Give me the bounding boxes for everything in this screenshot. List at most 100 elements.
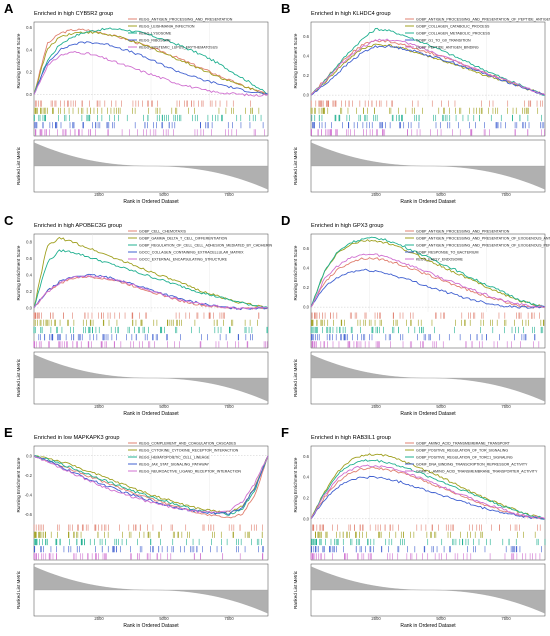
gsea-panel-c: C Enriched in high APOBEC3G group 0.8 0.6 0.… — [0, 212, 273, 419]
legend-label: GOBP_POSITIVE_REGULATION_OF_TORC1_SIGNAL… — [416, 455, 513, 459]
hit-row — [34, 129, 265, 136]
legend-label: GOBP_COLLAGEN_CATABOLIC_PROCESS — [416, 24, 490, 28]
hit-row — [33, 538, 262, 546]
y-tick-label: 0.2 — [303, 496, 309, 501]
hit-row — [310, 129, 545, 136]
y-tick-label: 0.4 — [26, 47, 32, 52]
legend-label: GOBP_COLLAGEN_METABOLIC_PROCESS — [416, 31, 491, 35]
y-axis-label-metric: Ranked List Metric — [16, 358, 21, 397]
series-line — [310, 44, 546, 96]
panel-letter: B — [281, 1, 290, 16]
series-line — [310, 239, 546, 308]
panel-title: Enriched in high APOBEC3G group — [34, 223, 122, 229]
panel-svg: C Enriched in high APOBEC3G group 0.8 0.6 0.… — [4, 213, 272, 417]
legend-label: GOBP_CELL_CHEMOTAXIS — [139, 229, 186, 233]
y-tick-label: -0.4 — [25, 492, 33, 497]
ranked-metric-area — [310, 354, 546, 402]
legend-label: KEGG_LEISHMANIA_INFECTION — [139, 24, 195, 28]
legend-label: KEGG_HEMATOPOIETIC_CELL_LINEAGE — [139, 455, 210, 459]
series-line — [33, 455, 269, 514]
y-tick-label: 0.8 — [26, 240, 32, 245]
y-tick-label: 0.4 — [303, 475, 309, 480]
hit-row — [33, 531, 263, 538]
y-tick-label: 0.6 — [303, 454, 309, 459]
x-tick-label: 5000 — [436, 404, 446, 409]
y-tick-label: 0.0 — [26, 92, 32, 97]
hit-row — [312, 524, 541, 531]
y-axis-label-metric: Ranked List Metric — [16, 146, 21, 185]
series-line — [310, 453, 546, 520]
y-tick-label: 0.4 — [26, 273, 32, 278]
panel-svg: B Enriched in high KLHDC4 group 0.6 0.4 0.2 0… — [281, 1, 550, 205]
y-tick-label: 0.6 — [303, 246, 309, 251]
hit-row — [34, 122, 264, 129]
hit-row — [33, 312, 260, 319]
hit-row — [311, 546, 542, 553]
y-axis-label-metric: Ranked List Metric — [16, 570, 21, 609]
hit-row — [311, 114, 542, 122]
series-line — [33, 455, 269, 515]
series-line — [33, 27, 269, 95]
y-axis-label-es: Running Enrichment Score — [293, 33, 298, 88]
hit-row — [34, 100, 251, 107]
x-tick-label: 2500 — [371, 616, 381, 621]
x-tick-label: 5000 — [159, 192, 169, 197]
y-tick-label: 0.0 — [303, 516, 309, 521]
x-tick-label: 7500 — [501, 616, 511, 621]
hit-row — [33, 341, 268, 348]
hit-row — [311, 312, 540, 319]
series-line — [310, 466, 546, 520]
panel-svg: D Enriched in high GPX3 group 0.6 0.4 0.2 0.0… — [281, 213, 550, 417]
panel-letter: F — [281, 425, 289, 440]
gsea-panel-d: D Enriched in high GPX3 group 0.6 0.4 0.2 0.0… — [277, 212, 550, 419]
legend-label: GOBP_ANTIGEN_PROCESSING_AND_PRESENTATION — [416, 229, 510, 233]
ranked-metric-area — [33, 566, 269, 614]
legend-label: GOMF_DNA_BINDING_TRANSCRIPTION_REPRESSOR… — [416, 462, 528, 466]
gsea-panel-e: E Enriched in low MAPKAPK3 group 0.0 -0.2 -0… — [0, 424, 273, 631]
x-tick-label: 2500 — [94, 404, 104, 409]
y-axis-label-metric: Ranked List Metric — [293, 570, 298, 609]
hit-row — [315, 531, 536, 538]
y-axis-label-es: Running Enrichment Score — [293, 245, 298, 300]
series-line — [310, 475, 546, 520]
y-tick-label: 0.4 — [303, 266, 309, 271]
series-line — [310, 253, 546, 308]
legend-label: KEGG_CYTOKINE_CYTOKINE_RECEPTOR_INTERACT… — [139, 448, 239, 452]
y-axis-label-es: Running Enrichment Score — [16, 245, 21, 300]
x-tick-label: 7500 — [224, 616, 234, 621]
hit-row — [311, 538, 546, 546]
legend-label: KEGG_RIBOSOME — [139, 38, 171, 42]
legend-label: GOBP_GAMMA_DELTA_T_CELL_DIFFERENTIATION — [139, 236, 227, 240]
x-tick-label: 2500 — [371, 404, 381, 409]
hit-row — [310, 100, 543, 107]
y-axis-label-metric: Ranked List Metric — [293, 358, 298, 397]
x-tick-label: 2500 — [371, 192, 381, 197]
legend-label: KEGG_ANTIGEN_PROCESSING_AND_PRESENTATION — [139, 17, 233, 21]
x-axis-label: Rank in Ordered Dataset — [123, 623, 179, 629]
legend-label: GOBP_RESPONSE_TO_BACTERIUM — [416, 250, 478, 254]
legend-label: KEGG_COMPLEMENT_AND_COAGULATION_CASCADES — [139, 441, 237, 445]
panel-letter: C — [4, 213, 14, 228]
y-axis-label-metric: Ranked List Metric — [293, 146, 298, 185]
series-line — [310, 27, 546, 96]
hit-row — [312, 122, 545, 129]
x-tick-label: 7500 — [501, 404, 511, 409]
panel-letter: E — [4, 425, 13, 440]
y-axis-label-es: Running Enrichment Score — [293, 457, 298, 512]
ranked-metric-area — [33, 354, 269, 402]
hit-row — [311, 319, 545, 326]
legend-label: GOBP_ANTIGEN_PROCESSING_AND_PRESENTATION… — [416, 236, 550, 240]
series-line — [310, 459, 546, 520]
y-axis-label-es: Running Enrichment Score — [16, 33, 21, 88]
panel-svg: F Enriched in high RAB3IL1 group 0.6 0.4 0.2… — [281, 425, 546, 629]
panel-title: Enriched in high RAB3IL1 group — [311, 435, 391, 441]
ranked-metric-area — [310, 142, 546, 190]
gsea-panel-b: B Enriched in high KLHDC4 group 0.6 0.4 0.2 0… — [277, 0, 550, 207]
hit-row — [33, 319, 258, 326]
x-axis-label: Rank in Ordered Dataset — [400, 199, 456, 205]
y-tick-label: 0.2 — [26, 70, 32, 75]
hit-row — [33, 107, 260, 114]
y-tick-label: 0.2 — [303, 285, 309, 290]
hit-row — [33, 114, 262, 122]
y-tick-label: 0.0 — [26, 305, 32, 310]
